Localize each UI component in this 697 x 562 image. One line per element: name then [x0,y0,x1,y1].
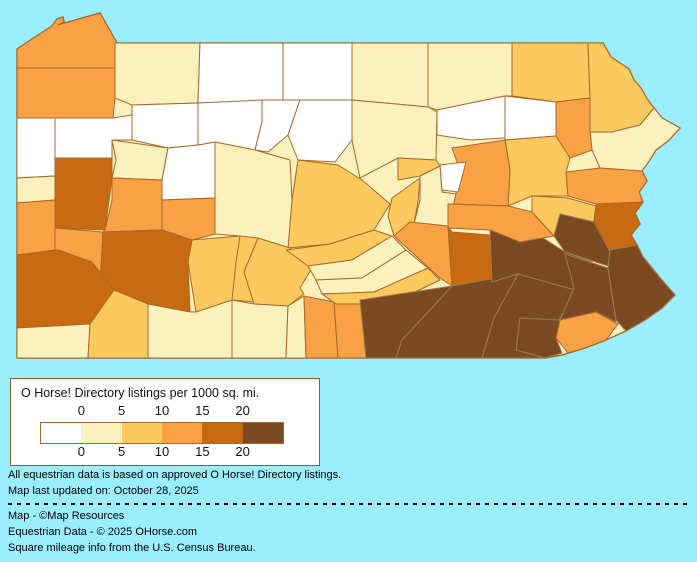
county-butler[interactable] [54,157,113,231]
legend-ticks-top: 0 5 10 15 20 [11,403,319,418]
county-tioga[interactable] [351,42,429,108]
legend-tick-15: 15 [195,403,210,418]
legend-swatch-5 [242,423,283,443]
county-fayette[interactable] [87,289,149,359]
county-franklin[interactable] [303,295,339,359]
county-lebanon[interactable] [447,225,493,287]
county-bucks[interactable] [607,244,676,332]
county-crawford[interactable] [16,67,116,119]
county-indiana[interactable] [161,197,216,241]
county-jefferson[interactable] [161,141,216,201]
pa-county-map [16,12,681,359]
legend-tick-20: 20 [235,403,250,418]
legend-title: O Horse! Directory listings per 1000 sq.… [21,386,260,400]
dashed-divider [8,503,692,505]
county-luzerne[interactable] [504,135,571,207]
county-northampton[interactable] [593,201,644,251]
legend: O Horse! Directory listings per 1000 sq.… [10,378,320,466]
last-updated-note: Map last updated on: October 28, 2025 [8,485,199,497]
county-delaware[interactable] [515,317,563,359]
county-clinton[interactable] [287,99,353,163]
legend-tick-10: 10 [154,403,170,418]
county-bedford[interactable] [231,299,289,359]
square-mileage-credit: Square mileage info from the U.S. Census… [8,542,256,554]
county-cumberland[interactable] [321,267,441,305]
legend-ticks-bottom: 0 5 10 15 20 [11,444,319,459]
data-source-note: All equestrian data is based on approved… [8,469,342,481]
county-armstrong[interactable] [102,177,163,233]
county-beaver[interactable] [16,199,56,256]
legend-tick-5: 5 [118,403,126,418]
county-monroe[interactable] [565,167,648,205]
legend-tick-10: 10 [154,444,170,459]
county-fulton[interactable] [285,295,307,359]
county-union[interactable] [397,157,441,181]
legend-swatch-1 [81,423,122,443]
county-sullivan[interactable] [436,95,506,141]
county-wayne[interactable] [587,42,655,133]
pennsylvania-choropleth-map [16,12,681,359]
legend-tick-20: 20 [235,444,250,459]
legend-swatch-2 [121,423,162,443]
county-forest[interactable] [131,102,199,149]
map-credit: Map - ©Map Resources [8,510,125,522]
county-potter[interactable] [282,42,353,101]
legend-color-scale [40,422,284,444]
legend-tick-5: 5 [118,444,126,459]
county-susquehanna[interactable] [511,42,591,103]
county-erie[interactable] [16,12,118,69]
county-mercer[interactable] [16,117,56,179]
legend-swatch-4 [202,423,243,443]
legend-swatch-0 [41,423,82,443]
county-lawrence[interactable] [16,175,56,204]
county-wyoming[interactable] [504,95,557,141]
legend-tick-0: 0 [77,444,85,459]
legend-tick-0: 0 [77,403,85,418]
county-elk[interactable] [197,99,263,151]
equestrian-data-credit: Equestrian Data - © 2025 OHorse.com [8,526,198,538]
legend-tick-15: 15 [195,444,210,459]
county-clearfield[interactable] [214,141,293,249]
county-greene[interactable] [16,323,91,359]
county-philadelphia[interactable] [555,311,619,354]
county-mckean[interactable] [197,42,284,104]
county-schuylkill[interactable] [447,203,555,243]
county-warren[interactable] [114,42,201,106]
legend-swatch-3 [161,423,203,443]
